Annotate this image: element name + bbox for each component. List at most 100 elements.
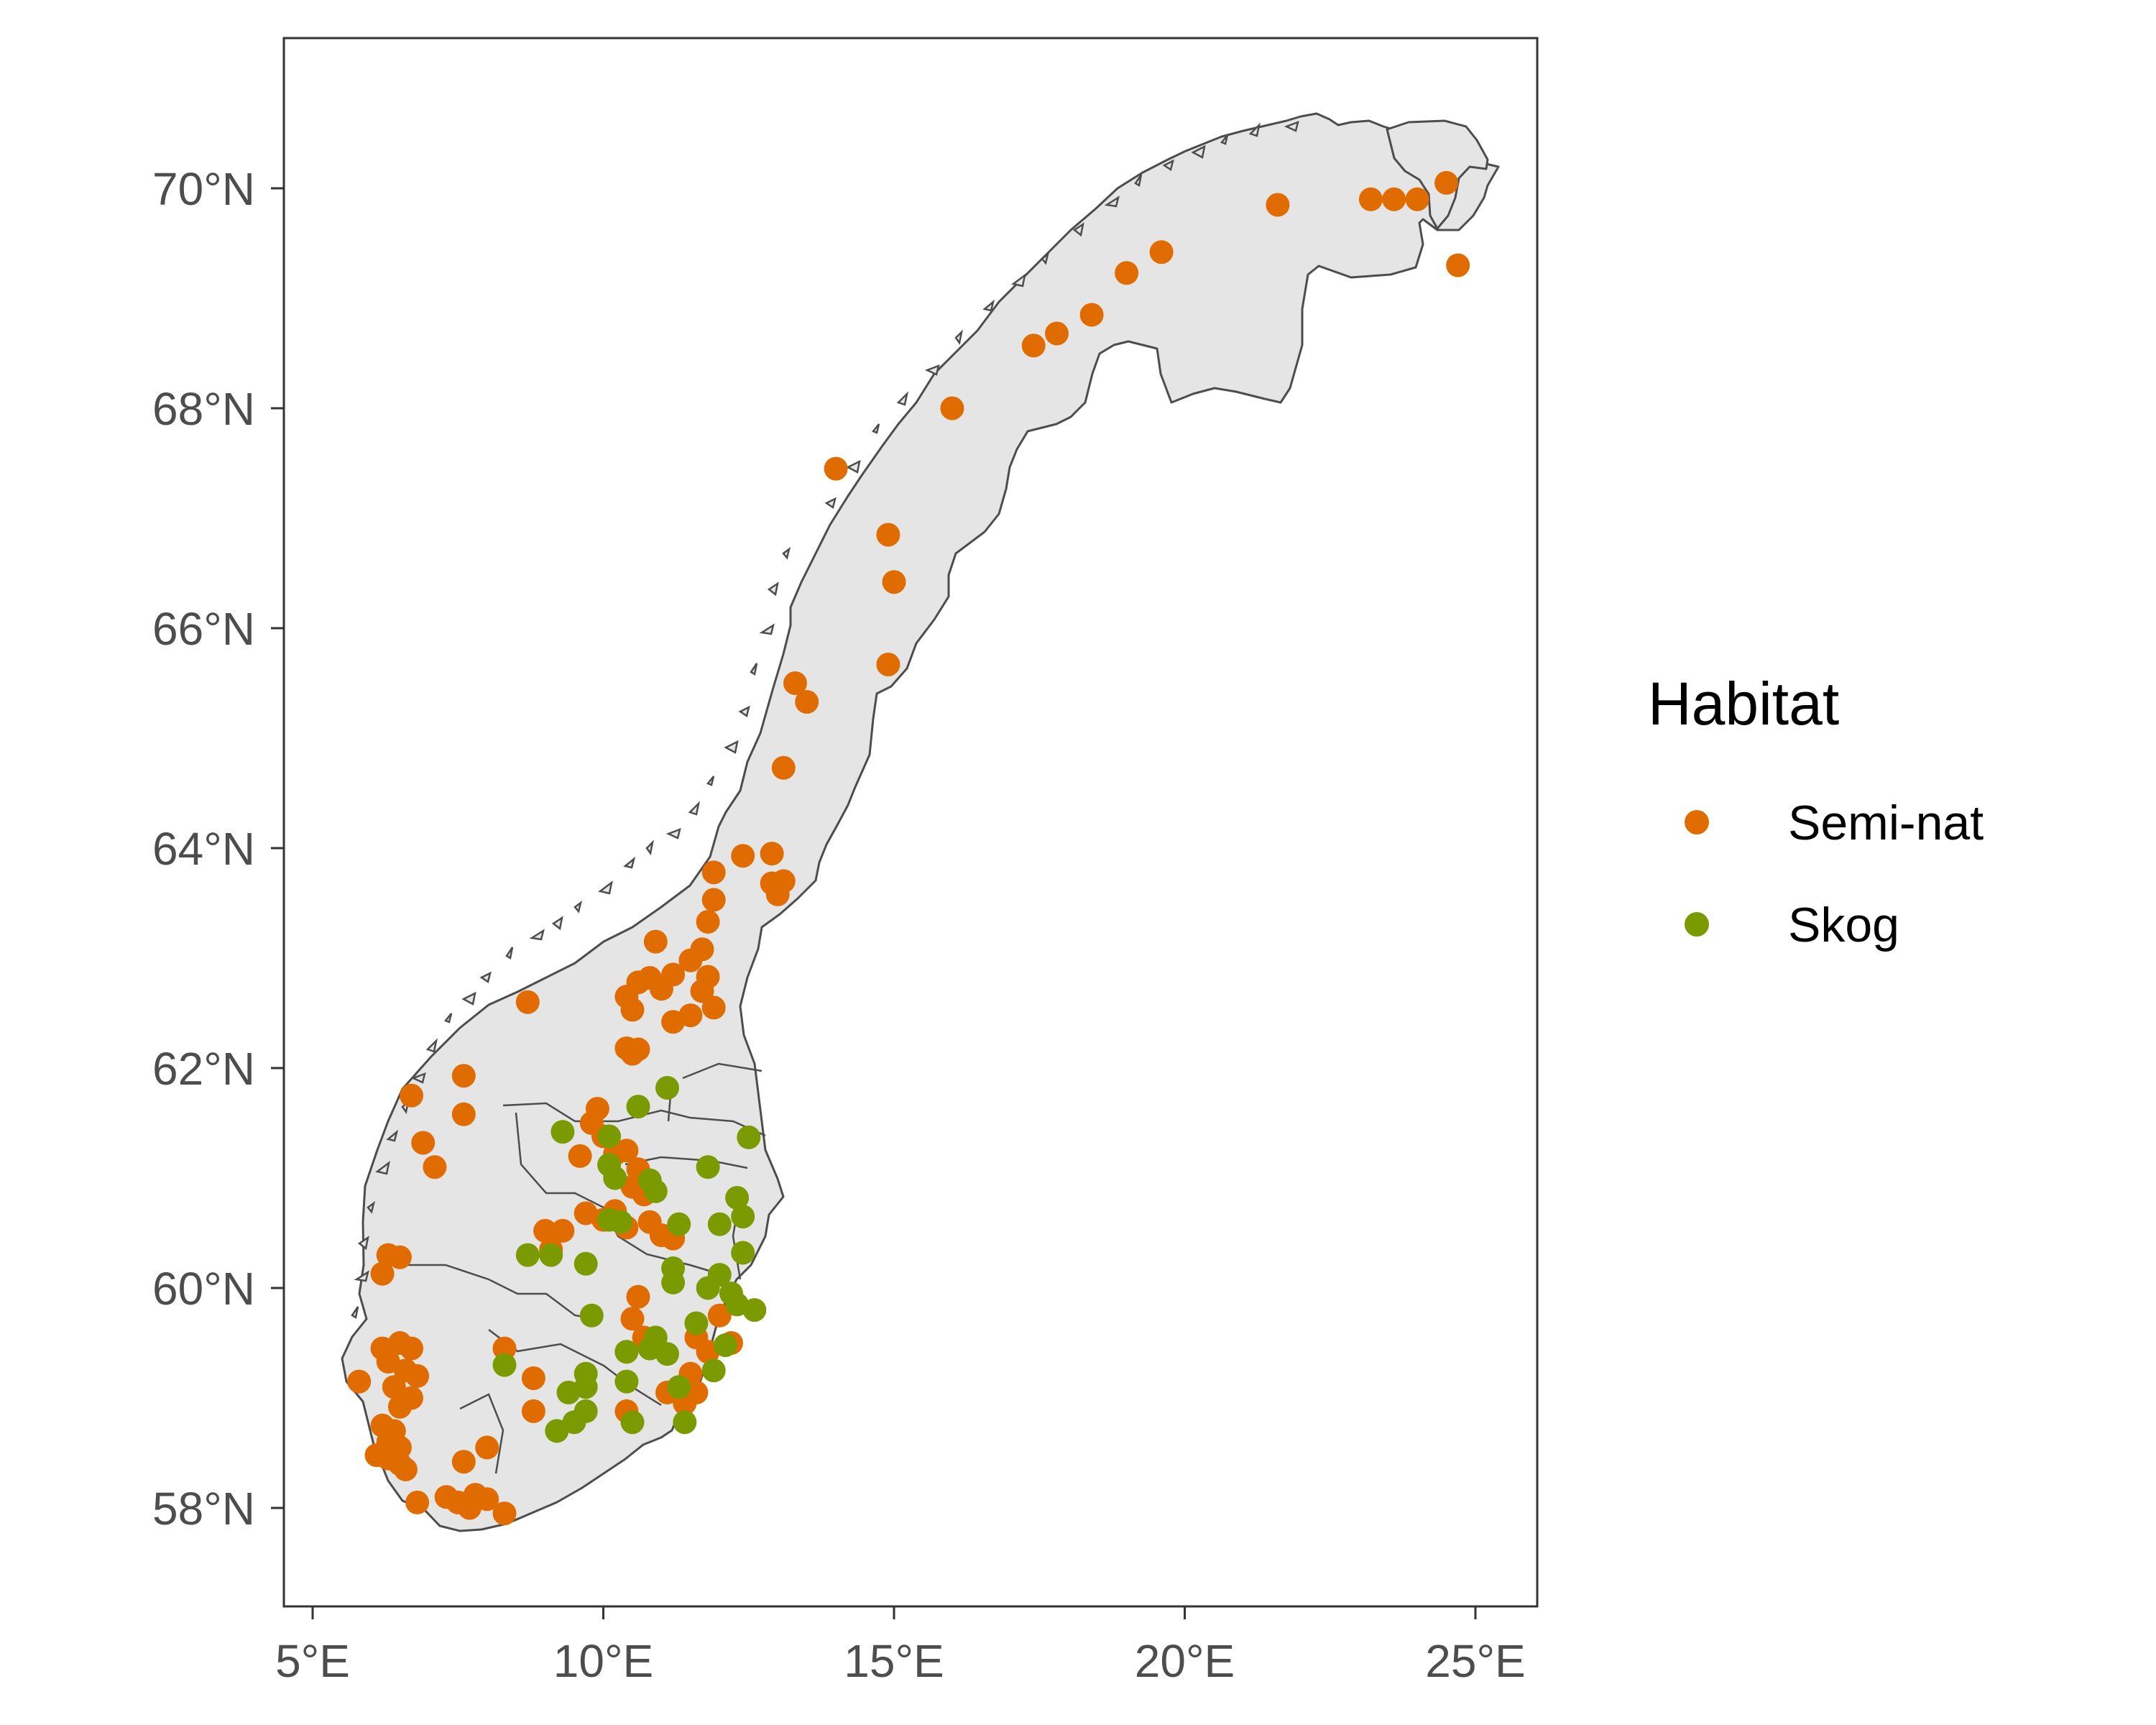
data-point — [614, 1340, 639, 1364]
data-point — [701, 1358, 726, 1383]
data-point — [521, 1366, 545, 1390]
coastal-island — [724, 740, 739, 754]
y-axis: 58°N 60°N 62°N 64°N 66°N 68°N 70°N — [152, 163, 284, 1535]
coastal-island — [1104, 196, 1120, 208]
finnmark-eastern-tip — [1386, 119, 1489, 230]
data-point — [713, 1333, 737, 1358]
data-point — [696, 910, 720, 934]
y-tick-label: 60°N — [152, 1263, 255, 1315]
county-border — [459, 1393, 505, 1474]
data-point — [725, 1186, 750, 1210]
coastal-island — [1248, 122, 1261, 137]
data-point — [1382, 187, 1406, 211]
data-point — [765, 882, 790, 906]
coastal-island — [479, 971, 492, 984]
coastal-island — [357, 1236, 369, 1251]
data-point — [521, 1399, 545, 1423]
observation-points — [347, 170, 1470, 1526]
y-tick-label: 70°N — [152, 163, 255, 215]
county-border — [682, 1062, 763, 1080]
x-tick-label: 10°E — [553, 1635, 653, 1687]
data-point — [673, 1410, 697, 1435]
data-point — [742, 1298, 767, 1322]
coastal-island — [351, 1306, 359, 1319]
data-point — [579, 1303, 604, 1328]
data-point — [492, 1353, 517, 1377]
y-tick-label: 66°N — [152, 603, 255, 655]
data-point — [492, 1336, 517, 1361]
coastal-island — [738, 705, 750, 718]
coastal-island — [767, 581, 779, 597]
data-point — [1358, 187, 1383, 211]
data-point — [1434, 170, 1459, 195]
data-point — [731, 1241, 755, 1265]
data-point — [684, 1311, 709, 1335]
data-point — [597, 1124, 622, 1149]
data-point — [620, 1410, 645, 1435]
coastal-island — [1134, 174, 1143, 187]
coastal-island — [410, 1072, 426, 1084]
data-point — [771, 755, 796, 780]
coastal-island — [706, 776, 715, 786]
data-point — [400, 1336, 423, 1361]
coastal-island — [425, 1038, 438, 1053]
data-point — [731, 1205, 755, 1229]
data-point — [737, 1125, 761, 1149]
coastal-island — [573, 900, 583, 914]
coastal-island — [386, 1129, 399, 1142]
data-point — [783, 671, 807, 695]
data-point — [475, 1487, 499, 1512]
data-point — [876, 653, 900, 676]
legend-item: Skog — [1685, 898, 1899, 952]
data-point — [655, 1076, 679, 1100]
legend-swatch — [1685, 810, 1709, 834]
y-tick-label: 62°N — [152, 1043, 255, 1095]
data-point — [393, 1457, 418, 1481]
data-point — [405, 1363, 430, 1388]
county-border — [402, 1264, 597, 1320]
data-point — [382, 1375, 406, 1399]
coastal-island — [924, 364, 940, 376]
coastal-island — [598, 880, 613, 895]
data-point — [387, 1394, 412, 1419]
coastal-island — [1072, 222, 1084, 237]
coastal-island — [443, 1013, 453, 1024]
data-point — [492, 1501, 517, 1526]
data-point — [824, 456, 848, 481]
data-point — [603, 1166, 627, 1190]
panel-border — [282, 37, 1539, 1608]
data-point — [690, 979, 714, 1003]
data-point — [1405, 187, 1429, 211]
legend-label: Semi-nat — [1788, 796, 1984, 850]
data-point — [626, 1284, 650, 1309]
data-point — [1021, 334, 1046, 358]
coastal-island — [665, 827, 681, 840]
legend: Habitat Semi-nat Skog — [1648, 670, 1984, 952]
data-point — [573, 1251, 598, 1276]
legend-item: Semi-nat — [1685, 796, 1984, 850]
data-point — [620, 1041, 645, 1066]
data-point — [661, 1270, 686, 1294]
coastal-island — [551, 916, 563, 931]
data-point — [533, 1218, 558, 1243]
data-point — [620, 1307, 645, 1331]
data-point — [940, 396, 964, 420]
x-tick-label: 5°E — [275, 1635, 350, 1687]
coastal-island — [954, 329, 964, 346]
x-tick-label: 25°E — [1425, 1635, 1525, 1687]
coastal-island — [1041, 252, 1050, 265]
y-tick-label: 64°N — [152, 823, 255, 875]
coastal-island — [1220, 134, 1229, 145]
coastal-island — [1191, 144, 1206, 159]
data-point — [475, 1435, 499, 1460]
data-point — [614, 1369, 639, 1394]
data-point — [701, 860, 726, 885]
data-point — [347, 1369, 372, 1394]
data-point — [760, 842, 784, 866]
data-point — [1115, 261, 1139, 285]
coastal-island — [759, 623, 775, 635]
data-point — [701, 888, 726, 912]
data-point — [667, 1375, 691, 1399]
data-point — [1149, 240, 1174, 264]
